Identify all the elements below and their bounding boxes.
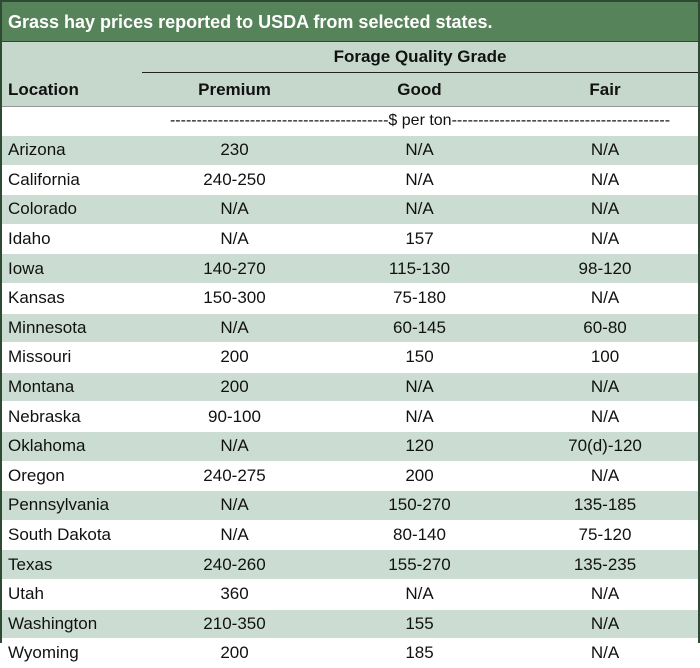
good-price-cell: N/A [327,578,512,609]
premium-price-cell: 240-250 [142,164,327,195]
location-cell: Missouri [2,342,142,373]
location-cell: Colorado [2,194,142,225]
location-cell: Nebraska [2,401,142,432]
premium-price-cell: N/A [142,519,327,550]
table-row: Montana 200 N/A N/A [2,371,699,402]
location-cell: Idaho [2,223,142,254]
good-price-cell: 155-270 [327,549,512,580]
good-price-cell: 157 [327,223,512,254]
premium-price-cell: 90-100 [142,401,327,432]
premium-price-cell: 240-275 [142,460,327,491]
location-cell: Utah [2,578,142,609]
fair-price-cell: N/A [512,194,699,225]
header-row-group: Location Forage Quality Grade [2,42,699,107]
grade-header-fair: Fair [512,72,699,107]
premium-price-cell: N/A [142,430,327,462]
fair-price-cell: N/A [512,460,699,491]
table-row: California 240-250 N/A N/A [2,164,699,195]
location-cell: Kansas [2,282,142,314]
table-row: Pennsylvania N/A 150-270 135-185 [2,490,699,521]
location-cell: Arizona [2,135,142,166]
good-price-cell: N/A [327,194,512,225]
location-cell: Pennsylvania [2,490,142,521]
table-row: Texas 240-260 155-270 135-235 [2,549,699,580]
location-cell: Oregon [2,460,142,491]
location-cell: Texas [2,549,142,580]
fair-price-cell: 60-80 [512,312,699,343]
unit-label: ----------------------------------------… [142,106,699,136]
forage-quality-grade-header: Forage Quality Grade [142,42,699,73]
table-row: Minnesota N/A 60-145 60-80 [2,312,699,343]
fair-price-cell: N/A [512,608,699,639]
good-price-cell: 60-145 [327,312,512,343]
good-price-cell: N/A [327,401,512,432]
fair-price-cell: N/A [512,223,699,254]
premium-price-cell: N/A [142,312,327,343]
table-row: Missouri 200 150 100 [2,342,699,373]
good-price-cell: 200 [327,460,512,491]
fair-price-cell: N/A [512,282,699,314]
location-cell: California [2,164,142,195]
table-row: South Dakota N/A 80-140 75-120 [2,519,699,550]
location-cell: Washington [2,608,142,639]
location-cell: Oklahoma [2,430,142,462]
location-cell: Iowa [2,253,142,284]
location-cell: South Dakota [2,519,142,550]
table-row: Arizona 230 N/A N/A [2,135,699,166]
good-price-cell: 120 [327,430,512,462]
fair-price-cell: N/A [512,578,699,609]
premium-price-cell: 140-270 [142,253,327,284]
grade-header-premium: Premium [142,72,327,107]
location-cell: Montana [2,371,142,402]
fair-price-cell: 70(d)-120 [512,430,699,462]
unit-row-spacer [2,106,142,136]
location-header: Location [2,42,142,107]
premium-price-cell: 230 [142,135,327,166]
fair-price-cell: N/A [512,164,699,195]
table-row: Oklahoma N/A 120 70(d)-120 [2,430,699,462]
table-row: Utah 360 N/A N/A [2,578,699,609]
table-row: Kansas 150-300 75-180 N/A [2,282,699,314]
fair-price-cell: 135-235 [512,549,699,580]
fair-price-cell: 100 [512,342,699,373]
table-row: Washington 210-350 155 N/A [2,608,699,639]
good-price-cell: 80-140 [327,519,512,550]
premium-price-cell: N/A [142,490,327,521]
good-price-cell: 150-270 [327,490,512,521]
premium-price-cell: N/A [142,223,327,254]
table-row: Colorado N/A N/A N/A [2,194,699,225]
hay-price-table: Location Forage Quality Grade Premium Go… [2,42,699,668]
premium-price-cell: N/A [142,194,327,225]
grade-header-good: Good [327,72,512,107]
fair-price-cell: N/A [512,401,699,432]
table-row: Idaho N/A 157 N/A [2,223,699,254]
good-price-cell: N/A [327,164,512,195]
table-row: Iowa 140-270 115-130 98-120 [2,253,699,284]
premium-price-cell: 360 [142,578,327,609]
table-title: Grass hay prices reported to USDA from s… [2,2,698,42]
fair-price-cell: N/A [512,135,699,166]
table-row: Oregon 240-275 200 N/A [2,460,699,491]
fair-price-cell: 75-120 [512,519,699,550]
unit-row: ----------------------------------------… [2,106,699,136]
good-price-cell: 75-180 [327,282,512,314]
premium-price-cell: 200 [142,371,327,402]
good-price-cell: N/A [327,135,512,166]
premium-price-cell: 200 [142,342,327,373]
fair-price-cell: N/A [512,371,699,402]
table-row: Nebraska 90-100 N/A N/A [2,401,699,432]
good-price-cell: 115-130 [327,253,512,284]
premium-price-cell: 240-260 [142,549,327,580]
good-price-cell: 155 [327,608,512,639]
fair-price-cell: 135-185 [512,490,699,521]
good-price-cell: 150 [327,342,512,373]
fair-price-cell: 98-120 [512,253,699,284]
good-price-cell: N/A [327,371,512,402]
premium-price-cell: 150-300 [142,282,327,314]
header-row-grades: Premium Good Fair [2,72,699,107]
premium-price-cell: 210-350 [142,608,327,639]
location-cell: Minnesota [2,312,142,343]
